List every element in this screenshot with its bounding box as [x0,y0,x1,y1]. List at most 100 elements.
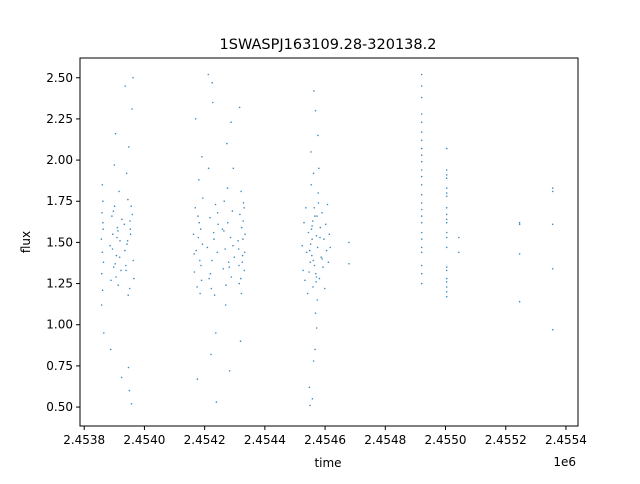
data-point [316,246,319,249]
data-point [311,220,314,222]
data-point [121,218,123,221]
data-point [201,243,204,245]
data-point [113,164,116,166]
data-point [127,294,129,296]
data-point [132,259,135,262]
data-point [551,190,554,193]
data-point [458,236,460,239]
data-point [445,269,448,272]
y-axis-ticks: 0.50 0.75 1.00 1.25 1.50 1.75 2.00 2.25 2.50 [46,71,80,414]
data-point [305,251,308,254]
data-point [130,403,133,405]
data-point [232,167,235,170]
data-point [111,215,113,217]
data-point [237,248,240,250]
data-point [111,248,114,250]
data-point [317,192,320,194]
data-point [445,291,448,293]
data-point [125,264,127,267]
data-point [200,264,202,267]
data-point [323,238,325,240]
data-point [128,287,131,290]
data-point [128,146,130,148]
data-point [216,212,219,214]
data-point [237,240,239,242]
data-point [420,147,423,150]
data-point [110,279,112,282]
data-point [211,259,213,262]
data-point [308,249,311,252]
data-point [308,386,311,389]
data-point [243,207,245,209]
data-point [194,207,197,209]
y-tick-label: 0.75 [46,359,73,373]
data-point [313,264,316,267]
data-point [216,251,219,254]
data-point [445,221,448,224]
data-point [301,244,304,247]
data-point [420,131,423,133]
data-point [306,292,309,295]
x-tick-label: 2.4540 [123,433,165,447]
data-point [201,156,203,158]
y-tick-label: 2.25 [46,112,73,126]
data-point [348,241,350,244]
chart-title: 1SWASPJ163109.28-320138.2 [220,37,437,53]
data-point [228,266,231,268]
data-point [309,404,311,407]
data-point [420,215,423,217]
data-point [312,360,315,362]
data-point [102,261,105,264]
data-point [212,231,215,234]
data-point [197,236,200,239]
data-point [100,238,103,240]
x-tick-label: 2.4542 [184,433,226,447]
data-point [420,251,423,254]
data-point [551,223,554,226]
data-point [206,246,209,249]
x-tick-label: 2.4538 [63,433,105,447]
data-point [131,108,133,110]
data-point [420,264,423,267]
data-point [551,187,554,189]
data-point [239,340,242,343]
data-point [311,254,313,257]
x-tick-label: 2.4550 [425,433,467,447]
data-point [321,258,323,260]
data-point [230,276,233,278]
data-point [518,253,521,255]
data-point [125,172,128,175]
data-point [199,292,201,295]
data-point [315,272,317,275]
data-point [315,276,318,278]
data-point [227,261,230,264]
data-point [445,246,448,249]
data-point [197,215,199,217]
data-point [316,299,319,301]
data-point [240,277,242,280]
data-point [209,272,212,275]
data-point [202,197,204,199]
data-point [102,200,104,202]
data-point [209,216,211,219]
data-point [303,221,305,224]
data-point [420,169,423,171]
data-point [199,259,201,262]
data-point [302,269,304,272]
data-point [328,233,331,235]
data-point [244,233,246,235]
y-tick-label: 2.50 [46,71,73,85]
data-point [319,236,321,239]
data-point [324,287,326,290]
data-point [242,202,245,204]
data-point [215,401,218,403]
data-point [195,249,197,252]
data-point [518,300,521,303]
data-point [551,268,554,270]
data-point [458,251,460,254]
x-axis-label: time [314,456,341,470]
data-point [230,121,232,123]
data-point [420,154,423,156]
data-point [198,179,200,181]
data-point [445,207,448,209]
